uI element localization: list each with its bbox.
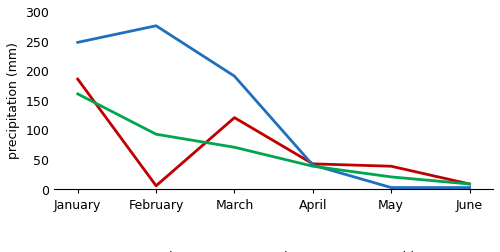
Bouka 2017 bbox=[153, 184, 159, 187]
Y-axis label: precipitation (mm): precipitation (mm) bbox=[7, 42, 20, 159]
Bouka 2017 bbox=[466, 183, 472, 186]
Bouka 2019 bbox=[232, 75, 237, 78]
Bouka 2019 bbox=[153, 25, 159, 28]
Sarabion bbox=[388, 176, 394, 179]
Line: Bouka 2019: Bouka 2019 bbox=[78, 27, 469, 188]
Bouka 2019 bbox=[388, 186, 394, 189]
Line: Bouka 2017: Bouka 2017 bbox=[78, 80, 469, 186]
Sarabion bbox=[310, 165, 316, 168]
Sarabion bbox=[74, 93, 80, 96]
Line: Sarabion: Sarabion bbox=[78, 94, 469, 184]
Bouka 2017 bbox=[310, 163, 316, 166]
Sarabion bbox=[153, 133, 159, 136]
Bouka 2019 bbox=[74, 42, 80, 45]
Legend: Bouka 2017, Bouka 2019, Sarabion: Bouka 2017, Bouka 2019, Sarabion bbox=[112, 245, 434, 252]
Bouka 2019 bbox=[466, 186, 472, 189]
Bouka 2017 bbox=[74, 78, 80, 81]
Sarabion bbox=[232, 146, 237, 149]
Bouka 2017 bbox=[232, 117, 237, 120]
Bouka 2017 bbox=[388, 165, 394, 168]
Sarabion bbox=[466, 183, 472, 186]
Bouka 2019 bbox=[310, 164, 316, 167]
